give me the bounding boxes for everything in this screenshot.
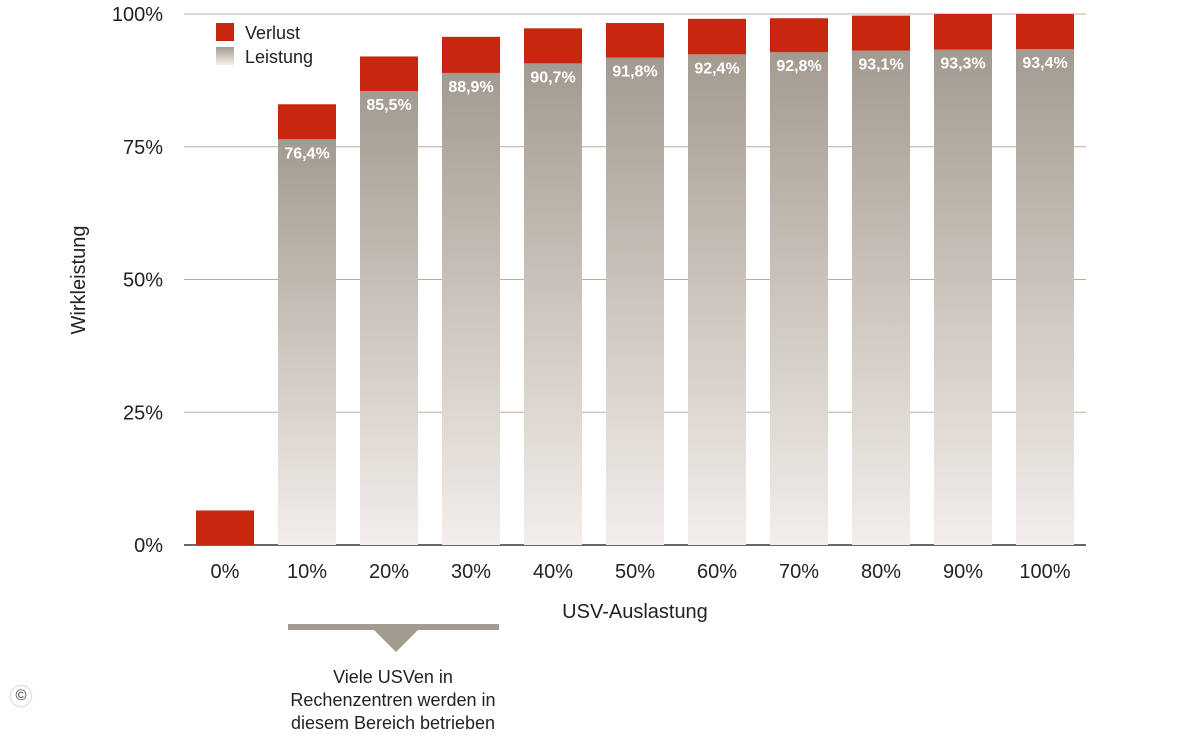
bar-leistung: [852, 50, 910, 545]
x-axis-title: USV-Auslastung: [562, 601, 708, 623]
x-tick-label: 70%: [779, 561, 819, 583]
legend-label-leistung: Leistung: [245, 47, 313, 67]
bar-value-label: 92,4%: [694, 60, 739, 77]
bar-value-label: 85,5%: [366, 97, 411, 114]
chart: 0% 25% 50% 75% 100% 0% 76,4% 10% 85,5% 20% 88,9% 30…: [68, 4, 1086, 652]
legend-swatch-leistung: [216, 47, 234, 65]
bar-value-label: 93,3%: [940, 56, 985, 73]
annotation-line: diesem Bereich betrieben: [290, 713, 496, 733]
bar-leistung: [278, 139, 336, 546]
bar-verlust: [524, 28, 582, 64]
y-tick-label: 50%: [123, 270, 163, 292]
bar-verlust: [442, 36, 500, 73]
x-tick-label: 50%: [615, 561, 655, 583]
bar-verlust: [360, 56, 418, 91]
x-tick-label: 90%: [943, 561, 983, 583]
copyright-icon: ©: [11, 686, 31, 706]
x-tick-label: 40%: [533, 561, 573, 583]
bar-verlust: [606, 23, 664, 58]
x-tick-label: 20%: [369, 561, 409, 583]
bar-leistung: [360, 90, 418, 546]
x-tick-label: 100%: [1019, 561, 1070, 583]
range-annotation: Viele USVen in Rechenzentren werden in d…: [238, 666, 548, 735]
bar-verlust: [278, 104, 336, 140]
x-tick-label: 10%: [287, 561, 327, 583]
bar-value-label: 91,8%: [612, 64, 657, 81]
x-tick-label: 80%: [861, 561, 901, 583]
legend-swatch-verlust: [216, 23, 234, 41]
x-tick-label: 0%: [211, 561, 240, 583]
bar-verlust: [852, 15, 910, 51]
labels-layer: 0% 25% 50% 75% 100% 0% 76,4% 10% 85,5% 20% 88,9% 30…: [112, 4, 1071, 583]
bars-layer: [196, 14, 1074, 546]
x-tick-label: 60%: [697, 561, 737, 583]
y-axis-title: Wirkleistung: [68, 226, 90, 335]
bar-value-label: 93,1%: [858, 57, 903, 74]
range-marker-bar: [288, 624, 499, 630]
y-tick-label: 25%: [123, 402, 163, 424]
bar-leistung: [688, 54, 746, 546]
bar-leistung: [442, 72, 500, 545]
range-marker: [288, 624, 499, 652]
bar-value-label: 88,9%: [448, 79, 493, 96]
legend: Verlust Leistung: [216, 23, 313, 67]
bar-leistung: [934, 49, 992, 546]
bar-value-label: 93,4%: [1022, 55, 1067, 72]
annotation-line: Viele USVen in: [333, 667, 453, 687]
bar-leistung: [770, 52, 828, 546]
bar-verlust: [688, 18, 746, 55]
x-tick-label: 30%: [451, 561, 491, 583]
bar-leistung: [1016, 49, 1074, 546]
bar-verlust: [196, 510, 254, 545]
annotation-line: Rechenzentren werden in: [290, 690, 496, 710]
legend-label-verlust: Verlust: [245, 23, 300, 43]
bar-verlust: [1016, 14, 1074, 50]
y-tick-label: 75%: [123, 137, 163, 159]
y-tick-label: 100%: [112, 4, 163, 26]
bar-value-label: 92,8%: [776, 58, 821, 75]
y-tick-label: 0%: [134, 535, 163, 557]
bar-verlust: [770, 18, 828, 53]
bar-value-label: 90,7%: [530, 69, 575, 86]
bar-leistung: [524, 63, 582, 546]
bar-leistung: [606, 57, 664, 546]
bar-verlust: [934, 14, 992, 50]
bar-value-label: 76,4%: [284, 145, 329, 162]
range-marker-arrow: [372, 628, 420, 652]
